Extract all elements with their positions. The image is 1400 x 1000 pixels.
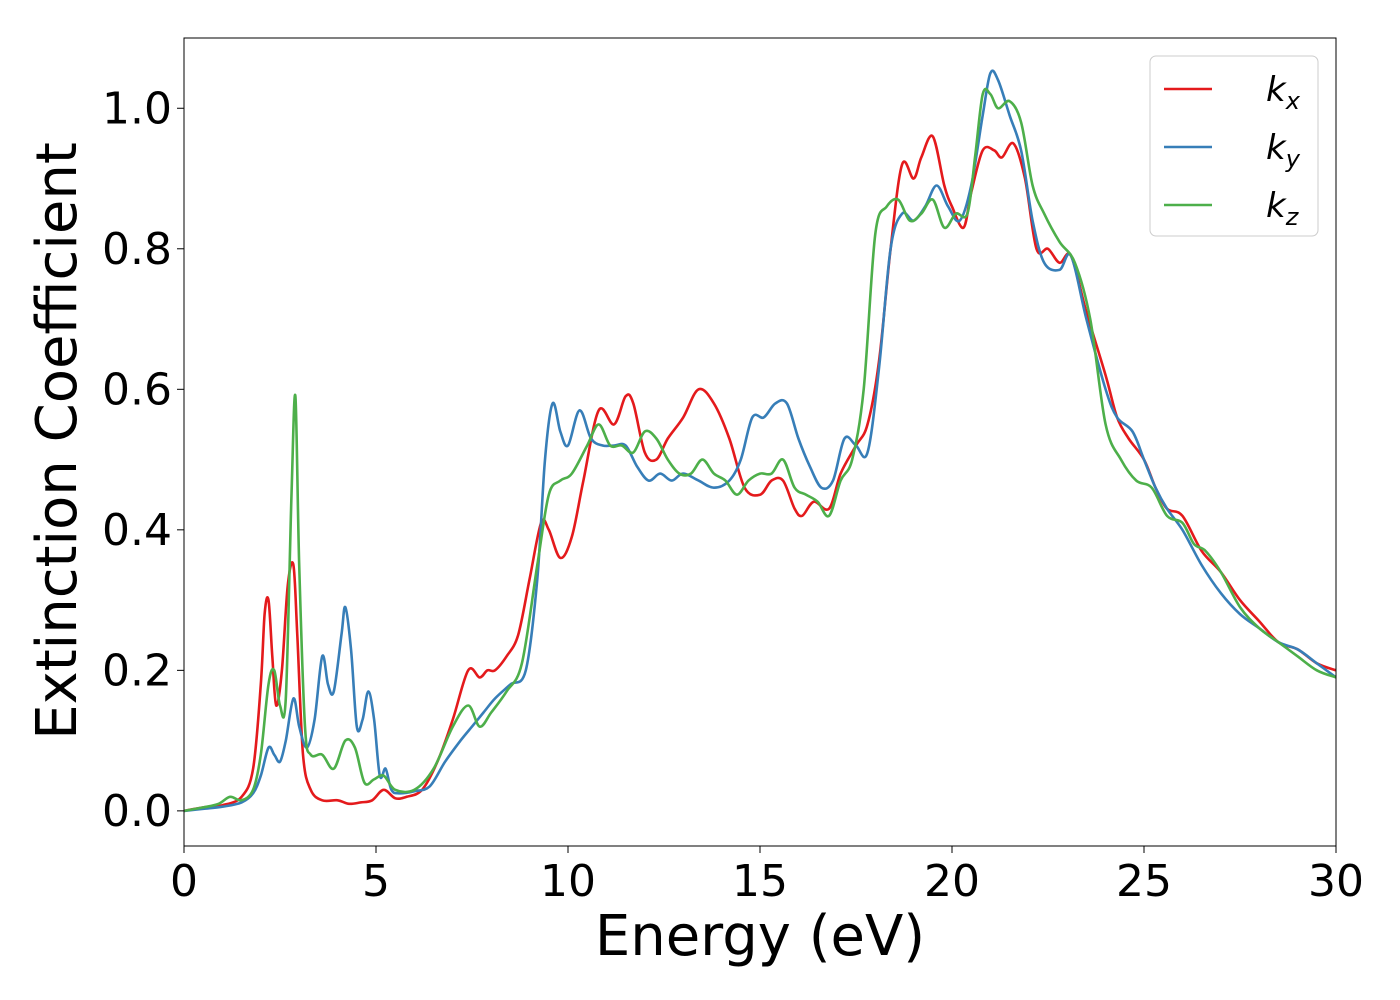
- y-tick-label: 0.4: [102, 505, 172, 556]
- legend-label-kz: kz: [1266, 186, 1300, 231]
- y-axis-title: Extinction Coefficient: [25, 142, 90, 740]
- y-tick-label: 0.6: [102, 364, 172, 415]
- series-line-ky: [184, 69, 1336, 813]
- y-axis: 0.0 0.2 0.4 0.6 0.8 1.0: [102, 83, 184, 837]
- x-tick-label: 25: [1116, 856, 1172, 907]
- x-tick-label: 0: [170, 856, 198, 907]
- x-tick-label: 30: [1308, 856, 1364, 907]
- x-tick-label: 20: [924, 856, 980, 907]
- y-tick-label: 0.8: [102, 224, 172, 275]
- legend-box: [1149, 55, 1319, 237]
- legend-label-ky: ky: [1266, 128, 1301, 173]
- x-tick-label: 15: [732, 856, 788, 907]
- legend-label-kx: kx: [1266, 70, 1301, 115]
- series-layer: [184, 69, 1336, 813]
- x-tick-label: 10: [540, 856, 596, 907]
- x-tick-label: 5: [362, 856, 390, 907]
- x-axis-title: Energy (eV): [595, 904, 925, 969]
- legend: kx ky kz: [1149, 55, 1319, 237]
- y-tick-label: 0.2: [102, 645, 172, 696]
- series-line-kz: [184, 87, 1336, 813]
- y-tick-label: 0.0: [102, 786, 172, 837]
- y-tick-label: 1.0: [102, 83, 172, 134]
- x-axis: 0 5 10 15 20 25 30: [170, 846, 1364, 907]
